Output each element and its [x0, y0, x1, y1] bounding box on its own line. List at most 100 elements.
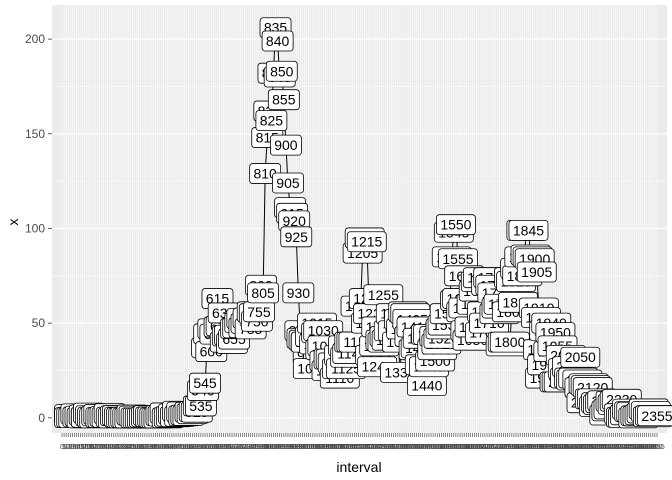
data-label-box: [560, 346, 601, 368]
x-tick-label: 155: [104, 444, 116, 451]
x-tick-label: 1600: [452, 444, 468, 451]
x-tick-label: 2255: [624, 444, 640, 451]
x-tick-label: 1700: [477, 444, 493, 451]
x-tick-label: 2115: [583, 444, 598, 451]
data-label-text: 1030: [308, 323, 339, 339]
x-tick-label: 1835: [517, 444, 533, 451]
x-tick-label: 1410: [407, 444, 423, 451]
x-tick-label: 430: [168, 444, 180, 451]
x-tick-label: 1010: [307, 444, 323, 451]
x-tick-label: 1315: [384, 444, 400, 451]
x-tick-label: 125: [91, 444, 103, 451]
x-tick-label: 510: [185, 444, 197, 451]
x-tick-label: 815: [261, 444, 273, 451]
x-tick-label: 2155: [599, 444, 615, 451]
x-tick-label: 1635: [467, 444, 483, 451]
x-tick-label: 300: [131, 444, 143, 451]
x-tick-label: 2010: [556, 444, 572, 451]
x-tick-label: 1520: [436, 444, 452, 451]
x-tick-label: 1100: [328, 444, 343, 451]
x-tick-label: 455: [178, 444, 190, 451]
x-tick-label: 1515: [434, 444, 450, 451]
x-tick-label: 2120: [585, 444, 601, 451]
x-tick-label: 1935: [541, 444, 557, 451]
x-tick-label: 2245: [620, 444, 636, 451]
data-label-text: 1550: [440, 217, 471, 233]
data-label-text: 545: [193, 375, 217, 391]
x-tick-label: 855: [278, 444, 290, 451]
x-axis-label: interval: [336, 459, 381, 475]
x-tick-label: 1500: [427, 444, 443, 451]
x-tick-label: 1805: [504, 444, 520, 451]
x-tick-label: 1815: [508, 444, 524, 451]
x-tick-label: 1720: [485, 444, 501, 451]
x-tick-label: 2225: [612, 444, 628, 451]
x-tick-label: 2230: [614, 444, 630, 451]
x-tick-label: 2355: [649, 444, 665, 451]
x-tick-label: 800: [255, 444, 267, 451]
data-label-text: 1555: [442, 251, 473, 267]
data-label-text: 1440: [411, 378, 442, 394]
x-tick-label: 1245: [371, 444, 387, 451]
data-label-text: 2050: [565, 349, 596, 365]
y-tick-label: 200: [25, 32, 45, 46]
x-tick-label: 15: [64, 444, 72, 451]
x-tick-label: 1825: [512, 444, 528, 451]
x-tick-label: 740: [247, 444, 259, 451]
x-tick-label: 2240: [618, 444, 634, 451]
data-label: 925: [280, 226, 313, 248]
data-label-text: 1255: [368, 287, 399, 303]
x-tick-label: 1235: [367, 444, 383, 451]
x-tick-label: 1800: [502, 444, 518, 451]
x-tick-label: 630: [218, 444, 230, 451]
x-tick-label: 1305: [380, 444, 396, 451]
x-tick-label: 1040: [320, 444, 336, 451]
x-tick-label: 2335: [641, 444, 657, 451]
x-tick-label: 1640: [469, 444, 485, 451]
x-tick-label: 600: [205, 444, 217, 451]
x-tick-label: 1435: [417, 444, 433, 451]
x-tick-label: 1350: [398, 444, 414, 451]
x-tick-label: 1220: [361, 444, 377, 451]
x-tick-label: 1450: [423, 444, 439, 451]
data-label-text: 1800: [494, 334, 525, 350]
x-tick-label: 240: [122, 444, 134, 451]
x-tick-label: 1135: [343, 444, 358, 451]
x-tick-label: 2045: [570, 444, 586, 451]
x-tick-label: 930: [292, 444, 304, 451]
x-tick-label: 1710: [481, 444, 497, 451]
x-tick-label: 1715: [483, 444, 499, 451]
x-tick-label: 1300: [378, 444, 394, 451]
x-tick-label: 2345: [645, 444, 661, 451]
x-tick-label: 520: [189, 444, 201, 451]
data-label-text: 855: [272, 92, 296, 108]
x-tick-label: 2020: [560, 444, 576, 451]
x-tick-label: 705: [232, 444, 244, 451]
data-label-box: [282, 282, 315, 304]
data-label: 920: [278, 210, 311, 232]
x-tick-label: 105: [83, 444, 95, 451]
x-tick-label: 1755: [500, 444, 516, 451]
x-tick-label: 1840: [519, 444, 535, 451]
x-tick-label: 1445: [421, 444, 437, 451]
x-tick-label: 1505: [429, 444, 445, 451]
x-tick-label: 1345: [396, 444, 412, 451]
x-tick-label: 1355: [400, 444, 416, 451]
x-tick-label: 825: [266, 444, 278, 451]
x-tick-label: 1255: [376, 444, 392, 451]
x-tick-label: 915: [286, 444, 298, 451]
x-tick-label: 725: [241, 444, 253, 451]
x-tick-label: 2025: [562, 444, 578, 451]
x-tick-label: 1310: [382, 444, 398, 451]
x-tick-label: 220: [114, 444, 126, 451]
x-tick-label: 1125: [338, 444, 353, 451]
x-tick-label: 1650: [473, 444, 489, 451]
x-tick-label: 605: [207, 444, 219, 451]
x-tick-label: 2125: [587, 444, 603, 451]
x-tick-label: 2200: [602, 444, 618, 451]
x-tick-label: 1320: [386, 444, 402, 451]
x-tick-label: 1415: [409, 444, 425, 451]
x-tick-label: 1530: [440, 444, 456, 451]
x-tick-label: 1420: [411, 444, 427, 451]
